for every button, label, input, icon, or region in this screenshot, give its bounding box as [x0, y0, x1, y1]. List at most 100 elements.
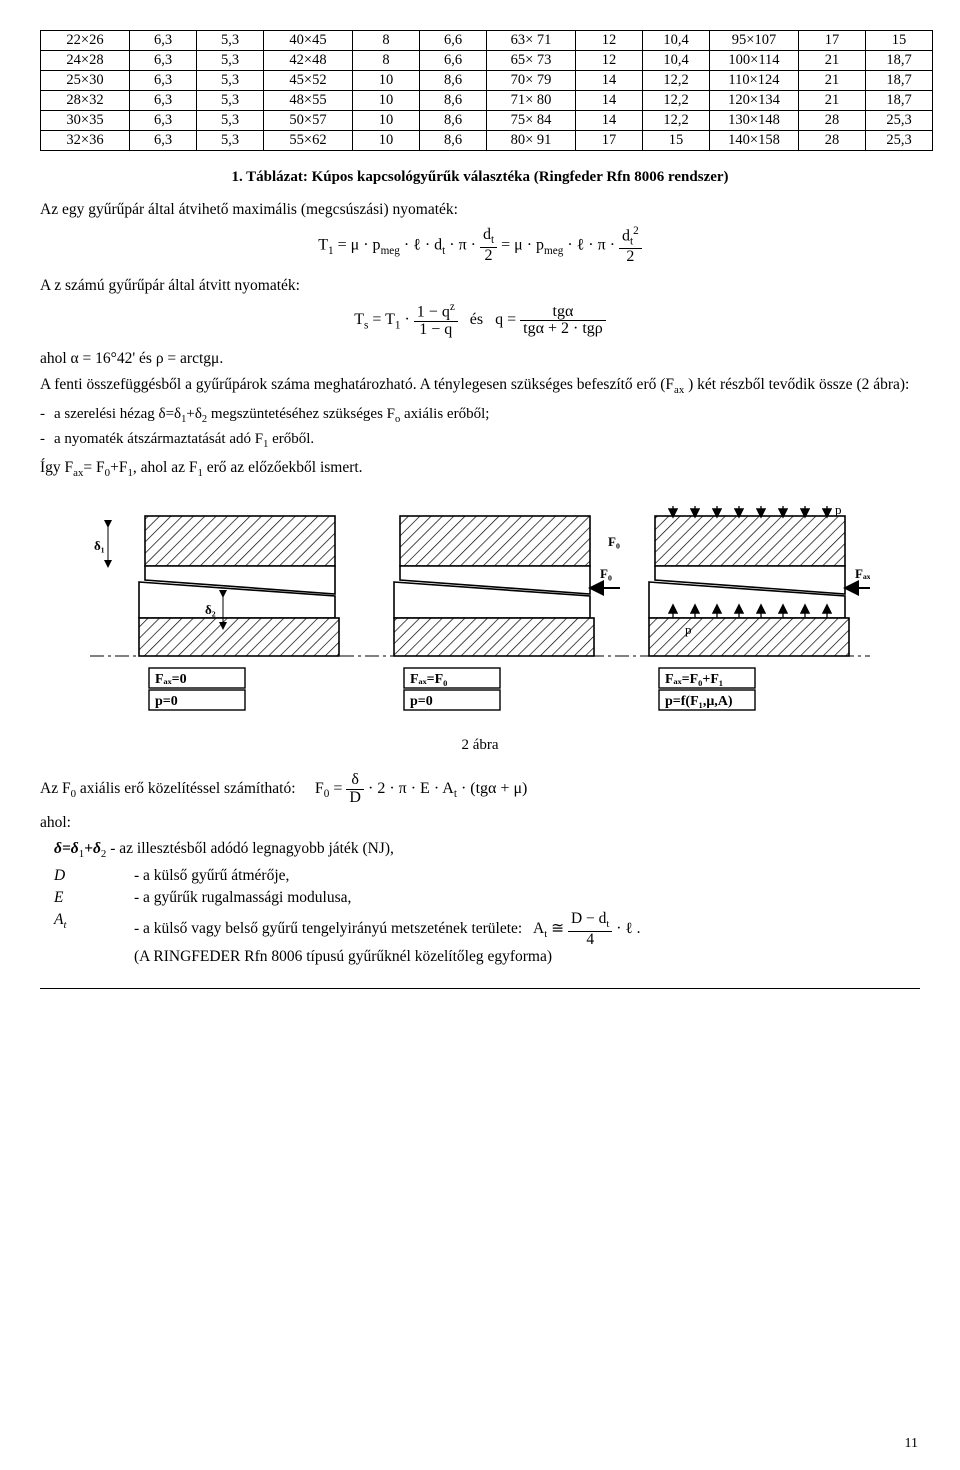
svg-text:Fₐₓ: Fₐₓ	[855, 566, 870, 581]
table-row: 75× 841412,2	[487, 111, 710, 131]
table-cell: 17	[576, 131, 643, 151]
table-cell: 5,3	[197, 51, 264, 71]
table-cell: 48×55	[264, 91, 353, 111]
formula-t1: T1 = μ · pmeg · ℓ · dt · π · dt2 = μ · p…	[40, 226, 920, 266]
table-cell: 110×124	[710, 71, 799, 91]
table-row: 30×356,35,3	[41, 111, 264, 131]
table-row: 28×326,35,3	[41, 91, 264, 111]
table-cell: 8	[353, 31, 420, 51]
table-row: 22×266,35,3	[41, 31, 264, 51]
table-cell: 25,3	[866, 131, 933, 151]
table-row: 40×4586,6	[264, 31, 487, 51]
table-cell: 14	[576, 91, 643, 111]
table-cell: 10	[353, 131, 420, 151]
svg-text:Fₐₓ=F₀+F₁: Fₐₓ=F₀+F₁	[665, 672, 723, 687]
figure-2: δ₁δ₂Fₐₓ=0p=0F₀F₀Fₐₓ=F₀p=0FₐₓppFₐₓ=F₀+F₁p…	[40, 506, 920, 731]
table-cell: 8,6	[420, 71, 487, 91]
def-D-key: D	[54, 867, 134, 885]
table-row: 110×1242118,7	[710, 71, 933, 91]
table-cell: 120×134	[710, 91, 799, 111]
def-At-key: At	[54, 911, 134, 966]
table-cell: 6,3	[130, 131, 197, 151]
table-row: 55×62108,6	[264, 131, 487, 151]
table-row: 120×1342118,7	[710, 91, 933, 111]
table-cell: 28	[799, 131, 866, 151]
table-cell: 28×32	[41, 91, 130, 111]
table-cell: 12	[576, 31, 643, 51]
table-row: 100×1142118,7	[710, 51, 933, 71]
table-cell: 5,3	[197, 131, 264, 151]
f0-lead: Az F0 axiális erő közelítéssel számíthat…	[40, 772, 920, 807]
bullet-2: a nyomaték átszármaztatását adó F1 erőbő…	[40, 429, 920, 452]
diagram-svg: δ₁δ₂Fₐₓ=0p=0F₀F₀Fₐₓ=F₀p=0FₐₓppFₐₓ=F₀+F₁p…	[90, 506, 870, 726]
table-row: 63× 711210,4	[487, 31, 710, 51]
table-cell: 17	[799, 31, 866, 51]
ahol: ahol:	[40, 813, 920, 833]
table-cell: 24×28	[41, 51, 130, 71]
data-table: 95×1071715100×1142118,7110×1242118,7120×…	[709, 30, 933, 151]
table-cell: 15	[866, 31, 933, 51]
footer-rule	[40, 988, 920, 989]
table-cell: 18,7	[866, 71, 933, 91]
table-row: 140×1582825,3	[710, 131, 933, 151]
ts-lead: A z számú gyűrűpár által átvitt nyomaték…	[40, 276, 920, 296]
table-cell: 100×114	[710, 51, 799, 71]
table-row: 50×57108,6	[264, 111, 487, 131]
table-cell: 12,2	[643, 91, 710, 111]
svg-text:Fₐₓ=F₀: Fₐₓ=F₀	[410, 672, 447, 687]
table-cell: 28	[799, 111, 866, 131]
svg-text:p=0: p=0	[410, 694, 433, 709]
table-row: 42×4886,6	[264, 51, 487, 71]
table-cell: 6,6	[420, 51, 487, 71]
svg-text:p: p	[835, 506, 842, 517]
table-cell: 21	[799, 51, 866, 71]
table-cell: 5,3	[197, 91, 264, 111]
def-At-val: - a külső vagy belső gyűrű tengelyirányú…	[134, 911, 920, 966]
table-cell: 42×48	[264, 51, 353, 71]
def-delta: δ=δ1+δ2 - az illesztésből adódó legnagyo…	[54, 839, 920, 861]
table-cell: 6,3	[130, 31, 197, 51]
table-row: 80× 911715	[487, 131, 710, 151]
table-row: 32×366,35,3	[41, 131, 264, 151]
svg-text:p=f(F₁,μ,A): p=f(F₁,μ,A)	[665, 694, 733, 709]
data-table: 22×266,35,324×286,35,325×306,35,328×326,…	[40, 30, 264, 151]
igy-line: Így Fax= F0+F1, ahol az F1 erő az előzőe…	[40, 458, 920, 480]
svg-text:δ₂: δ₂	[205, 602, 216, 617]
table-cell: 140×158	[710, 131, 799, 151]
table-cell: 12,2	[643, 71, 710, 91]
table-cell: 6,3	[130, 51, 197, 71]
bullet-list: a szerelési hézag δ=δ1+δ2 megszüntetéséh…	[40, 404, 920, 452]
def-D-val: - a külső gyűrű átmérője,	[134, 867, 920, 885]
def-E-val: - a gyűrűk rugalmassági modulusa,	[134, 889, 920, 907]
table-cell: 65× 73	[487, 51, 576, 71]
formula-ts: Ts = T1 · 1 − qz1 − q és q = tgαtgα + 2 …	[40, 302, 920, 339]
table-cell: 21	[799, 91, 866, 111]
table-cell: 10	[353, 71, 420, 91]
table-cell: 25,3	[866, 111, 933, 131]
page: 22×266,35,324×286,35,325×306,35,328×326,…	[0, 0, 960, 1470]
page-number: 11	[905, 1436, 918, 1452]
table-cell: 18,7	[866, 91, 933, 111]
table-cell: 14	[576, 111, 643, 131]
table-row: 95×1071715	[710, 31, 933, 51]
table-cell: 21	[799, 71, 866, 91]
svg-text:δ₁: δ₁	[94, 538, 105, 553]
t1-lead: Az egy gyűrűpár által átvihető maximális…	[40, 200, 920, 220]
table-cell: 5,3	[197, 111, 264, 131]
table-cell: 5,3	[197, 31, 264, 51]
table-caption: 1. Táblázat: Kúpos kapcsológyűrűk válasz…	[40, 169, 920, 186]
table-cell: 75× 84	[487, 111, 576, 131]
table-row: 65× 731210,4	[487, 51, 710, 71]
table-cell: 63× 71	[487, 31, 576, 51]
table-row: 25×306,35,3	[41, 71, 264, 91]
data-table: 40×4586,642×4886,645×52108,648×55108,650…	[263, 30, 487, 151]
table-cell: 30×35	[41, 111, 130, 131]
table-cell: 95×107	[710, 31, 799, 51]
table-cell: 55×62	[264, 131, 353, 151]
table-cell: 12	[576, 51, 643, 71]
after1: A fenti összefüggésből a gyűrűpárok szám…	[40, 375, 920, 397]
table-cell: 80× 91	[487, 131, 576, 151]
alpha-line: ahol α = 16°42' és ρ = arctgμ.	[40, 349, 920, 369]
table-cell: 5,3	[197, 71, 264, 91]
table-cell: 8,6	[420, 91, 487, 111]
